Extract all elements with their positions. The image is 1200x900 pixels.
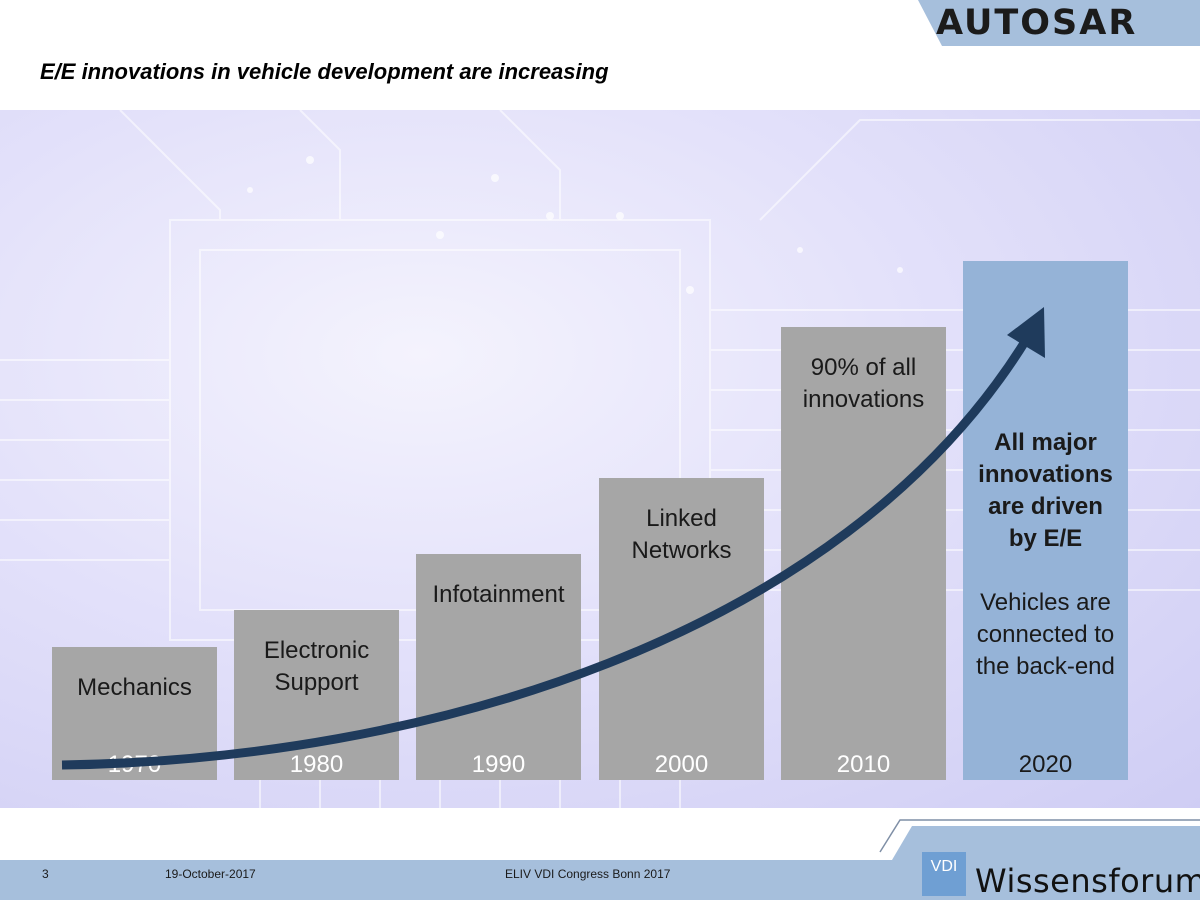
bar-year: 1990 (471, 751, 526, 778)
bar-2010: 90% of all innovations 2010 (781, 327, 946, 780)
bar-year: 2000 (654, 751, 709, 778)
bar-label-line: connected to (976, 621, 1115, 648)
bar-label: Linked Networks (599, 503, 764, 567)
growth-arrow-line (61, 337, 1030, 770)
bar-label-line: All major (994, 429, 1097, 456)
bar-1990: Infotainment 1990 (416, 554, 581, 780)
bar-year: 2010 (836, 751, 891, 778)
bar-label-line: innovations (978, 461, 1113, 488)
bar-label-line: Infotainment (432, 581, 565, 608)
vdi-logo: VDI (930, 858, 958, 875)
bar-label-line: Mechanics (77, 674, 192, 701)
bar-label-line: Networks (631, 537, 732, 564)
wissensforum-logo: Wissensforum (975, 862, 1200, 900)
bar-year: 1980 (289, 751, 344, 778)
autosar-logo: AUTOSAR (936, 3, 1138, 43)
bar-label-line: Vehicles are (980, 589, 1111, 616)
footer-event: ELIV VDI Congress Bonn 2017 (505, 867, 671, 881)
bar-label-line: Electronic (263, 637, 370, 664)
highlight-text: Vehicles are connected to the back-end (963, 587, 1128, 683)
highlight-bold-text: All major innovations are driven by E/E (963, 427, 1128, 555)
bar-label-line: by E/E (1008, 525, 1083, 552)
slide-title: E/E innovations in vehicle development a… (40, 59, 609, 84)
bar-label-line: the back-end (976, 653, 1115, 680)
bar-label-line: are driven (988, 493, 1103, 520)
bar-2020: All major innovations are driven by E/E … (963, 261, 1128, 780)
growth-arrow-head (1007, 307, 1045, 358)
bar-label: Electronic Support (234, 635, 399, 699)
bar-label-line: 90% of all (810, 354, 917, 381)
footer-band (0, 819, 1200, 900)
footer-date: 19-October-2017 (165, 867, 256, 881)
bar-label-line: Linked (646, 505, 717, 532)
bar-label-line: Support (274, 669, 359, 696)
logo-band (918, 0, 1200, 46)
bar-label: Infotainment (416, 579, 581, 611)
page-number: 3 (42, 867, 49, 881)
bar-label: Mechanics (52, 672, 217, 704)
bar-year: 2020 (1018, 751, 1073, 778)
vdi-logo-box (922, 852, 966, 896)
bar-label-line: innovations (802, 386, 925, 413)
bar-label: 90% of all innovations (781, 352, 946, 416)
